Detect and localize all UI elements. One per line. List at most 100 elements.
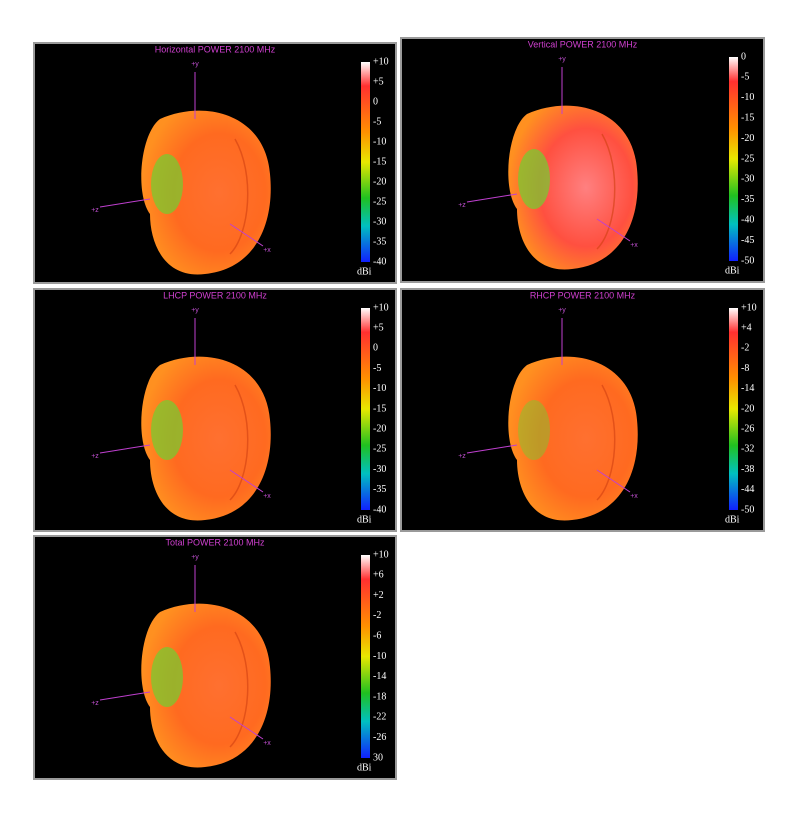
pattern-lobe-edge <box>229 138 249 255</box>
pattern-shade <box>151 400 183 460</box>
axis-label: +y <box>191 554 199 561</box>
z-axis <box>466 444 518 454</box>
colorbar-tick-label: -32 <box>741 444 754 455</box>
colorbar-tick-label: 0 <box>741 51 746 62</box>
axis-label: +x <box>630 493 638 500</box>
colorbar-tick-label: -10 <box>373 383 386 394</box>
colorbar-tick-label: -40 <box>373 256 386 267</box>
colorbar <box>361 308 370 510</box>
pattern-lobe-edge <box>596 133 616 250</box>
panel-title: Vertical POWER 2100 MHz <box>528 39 638 49</box>
colorbar-tick-label: -14 <box>373 671 386 682</box>
colorbar-tick-label: +10 <box>741 302 757 313</box>
colorbar-unit: dBi <box>357 762 372 773</box>
colorbar-tick-label: -45 <box>741 235 754 246</box>
colorbar-tick-label: -35 <box>373 236 386 247</box>
panel-title: LHCP POWER 2100 MHz <box>163 290 267 300</box>
colorbar-tick-label: -25 <box>373 444 386 455</box>
axis-label: +x <box>263 493 271 500</box>
colorbar-tick-label: -15 <box>741 112 754 123</box>
colorbar-tick-label: -25 <box>373 196 386 207</box>
colorbar-tick-label: -25 <box>741 153 754 164</box>
x-axis <box>229 223 264 247</box>
colorbar-tick-label: -15 <box>373 156 386 167</box>
colorbar-tick-label: 0 <box>373 343 378 354</box>
z-axis <box>99 444 151 454</box>
axis-label: +z <box>458 202 466 209</box>
colorbar-tick-label: +5 <box>373 76 384 87</box>
colorbar-tick-label: -6 <box>373 630 381 641</box>
axis-label: +y <box>558 56 566 63</box>
pattern-panel: LHCP POWER 2100 MHz +y +z +x +10 +5 0 -5 -10 -15 -… <box>33 288 397 532</box>
colorbar-tick-label: -35 <box>373 484 386 495</box>
colorbar-unit: dBi <box>725 265 740 276</box>
axis-label: +x <box>263 740 271 747</box>
colorbar <box>729 308 738 510</box>
colorbar-tick-label: +4 <box>741 322 752 333</box>
panel-canvas: Total POWER 2100 MHz +y +z +x +10 +6 +2 -2 -6 -10… <box>91 537 388 773</box>
radiation-pattern <box>141 356 271 521</box>
colorbar-tick-label: -10 <box>741 92 754 103</box>
colorbar-tick-label: -5 <box>373 116 381 127</box>
pattern-lobe-edge <box>229 631 249 748</box>
colorbar-tick-label: -2 <box>373 610 381 621</box>
colorbar-tick-label: -50 <box>741 255 754 266</box>
colorbar-tick-label: -22 <box>373 712 386 723</box>
colorbar-tick-label: -20 <box>373 423 386 434</box>
colorbar-tick-label: -38 <box>741 464 754 475</box>
pattern-lobe-edge <box>229 384 249 501</box>
colorbar-tick-label: -8 <box>741 363 749 374</box>
axis-label: +z <box>458 453 466 460</box>
pattern-shade <box>151 154 183 214</box>
x-axis <box>229 716 264 740</box>
x-axis <box>229 469 264 493</box>
colorbar-tick-label: -26 <box>373 732 386 743</box>
colorbar-tick-label: -35 <box>741 194 754 205</box>
axis-label: +y <box>191 307 199 314</box>
colorbar-tick-label: -20 <box>741 403 754 414</box>
colorbar-tick-label: -44 <box>741 484 754 495</box>
pattern-shade <box>518 149 550 209</box>
colorbar-unit: dBi <box>357 514 372 525</box>
pattern-panel: RHCP POWER 2100 MHz +y +z +x +10 +4 -2 -8 -14 -20… <box>400 288 765 532</box>
colorbar-tick-label: +2 <box>373 590 384 601</box>
z-axis <box>99 198 151 208</box>
colorbar-tick-label: -14 <box>741 383 754 394</box>
colorbar-tick-label: -40 <box>373 504 386 515</box>
axis-label: +x <box>630 242 638 249</box>
colorbar-tick-label: -5 <box>373 363 381 374</box>
colorbar <box>361 62 370 262</box>
panel-title: RHCP POWER 2100 MHz <box>530 290 636 300</box>
panel-canvas: Horizontal POWER 2100 MHz +y +z +x +10 +5 0 -5 -… <box>91 44 388 277</box>
pattern-shade <box>518 400 550 460</box>
x-axis <box>596 469 631 493</box>
axis-label: +z <box>91 207 99 214</box>
colorbar-unit: dBi <box>357 266 372 277</box>
colorbar-tick-label: +5 <box>373 322 384 333</box>
radiation-pattern <box>141 603 271 768</box>
colorbar-tick-label: -15 <box>373 403 386 414</box>
z-axis <box>99 691 151 701</box>
colorbar-tick-label: 30 <box>373 752 383 763</box>
panel-title: Horizontal POWER 2100 MHz <box>155 44 276 54</box>
colorbar <box>729 57 738 261</box>
colorbar-tick-label: +6 <box>373 570 384 581</box>
colorbar-tick-label: -20 <box>741 133 754 144</box>
colorbar-tick-label: -20 <box>373 176 386 187</box>
panel-title: Total POWER 2100 MHz <box>165 537 265 547</box>
colorbar-unit: dBi <box>725 514 740 525</box>
colorbar-tick-label: -10 <box>373 136 386 147</box>
pattern-shade <box>151 647 183 707</box>
radiation-pattern <box>508 356 638 521</box>
colorbar <box>361 555 370 758</box>
colorbar-tick-label: -5 <box>741 72 749 83</box>
colorbar-tick-label: +10 <box>373 302 389 313</box>
colorbar-tick-label: -50 <box>741 504 754 515</box>
pattern-panel: Total POWER 2100 MHz +y +z +x +10 +6 +2 -2 -6 -10… <box>33 535 397 780</box>
pattern-panel: Horizontal POWER 2100 MHz +y +z +x +10 +5 0 -5 -… <box>33 42 397 284</box>
colorbar-tick-label: 0 <box>373 96 378 107</box>
radiation-pattern <box>508 105 638 270</box>
pattern-lobe-edge <box>596 384 616 501</box>
colorbar-tick-label: -10 <box>373 651 386 662</box>
